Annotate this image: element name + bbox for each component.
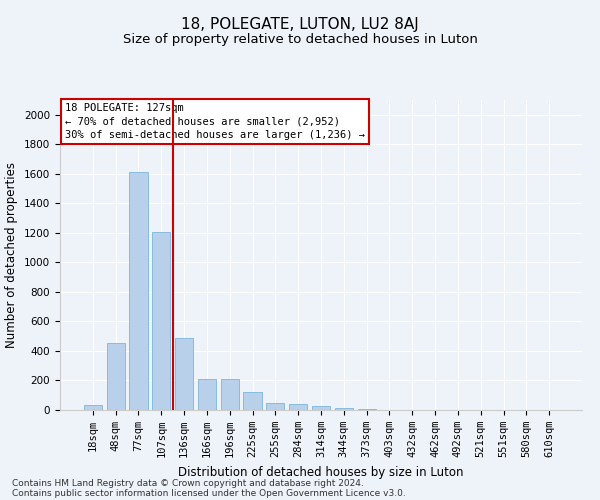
X-axis label: Distribution of detached houses by size in Luton: Distribution of detached houses by size … [178, 466, 464, 478]
Bar [107, 343, 125, 410]
Text: 18, POLEGATE, LUTON, LU2 8AJ: 18, POLEGATE, LUTON, LU2 8AJ [181, 18, 419, 32]
Text: 18 POLEGATE: 127sqm
← 70% of detached houses are smaller (2,952)
30% of semi-det: 18 POLEGATE: 127sqm ← 70% of detached ho… [65, 103, 365, 140]
Bar [289, 404, 307, 410]
Bar [221, 379, 239, 410]
Bar [335, 408, 353, 410]
Y-axis label: Number of detached properties: Number of detached properties [5, 162, 19, 348]
Bar [130, 172, 148, 410]
Bar [312, 406, 330, 410]
Bar [198, 379, 216, 410]
Bar [244, 392, 262, 410]
Text: Size of property relative to detached houses in Luton: Size of property relative to detached ho… [122, 32, 478, 46]
Bar [152, 232, 170, 410]
Bar [266, 402, 284, 410]
Bar [84, 405, 102, 410]
Bar [358, 408, 376, 410]
Text: Contains public sector information licensed under the Open Government Licence v3: Contains public sector information licen… [12, 488, 406, 498]
Bar [175, 338, 193, 410]
Text: Contains HM Land Registry data © Crown copyright and database right 2024.: Contains HM Land Registry data © Crown c… [12, 478, 364, 488]
